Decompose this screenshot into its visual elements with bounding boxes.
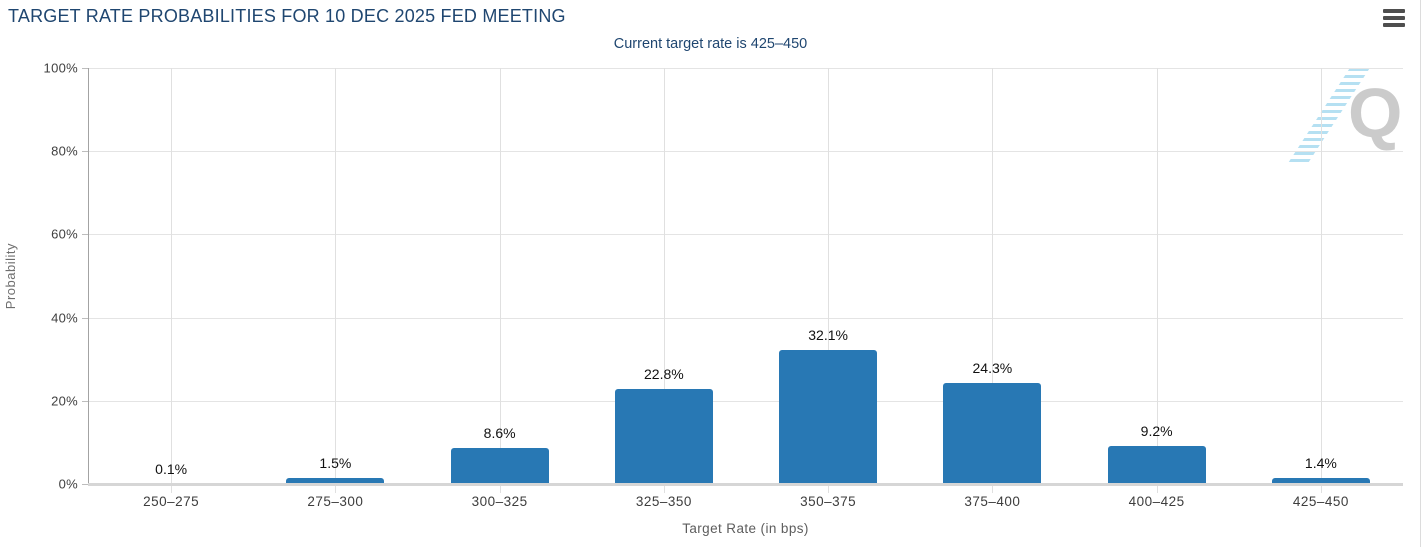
bar-value-label-250–275: 0.1% bbox=[155, 460, 188, 477]
gridline-60pct bbox=[89, 234, 1403, 236]
vertical-gridline bbox=[335, 68, 337, 493]
y-axis-title: Probability bbox=[2, 68, 18, 484]
quikstrike-watermark: Q bbox=[1280, 64, 1420, 174]
gridline-80pct bbox=[89, 151, 1403, 153]
bar-value-label-325–350: 22.8% bbox=[644, 366, 684, 383]
gridline-40pct bbox=[89, 317, 1403, 319]
vertical-gridline bbox=[1156, 68, 1158, 493]
x-tick-label-325–350: 325–350 bbox=[635, 494, 692, 509]
category-column-425–450: 1.4% 425–450 bbox=[1239, 68, 1403, 509]
x-axis-title: Target Rate (in bps) bbox=[682, 521, 809, 536]
category-columns: 0.1% 250–275 1.5% 275–300 8.6% 300–325 22.8% 32… bbox=[89, 68, 1403, 509]
x-tick-label-375–400: 375–400 bbox=[964, 494, 1021, 509]
gridline-100pct bbox=[89, 68, 1403, 69]
y-tick-label-40: 40% bbox=[51, 310, 78, 326]
page-title: TARGET RATE PROBABILITIES FOR 10 DEC 202… bbox=[8, 6, 566, 26]
y-tick-mark bbox=[82, 484, 88, 485]
vertical-gridline bbox=[663, 68, 665, 493]
probability-bar-375–400 bbox=[943, 382, 1042, 484]
bar-value-label-425–450: 1.4% bbox=[1304, 455, 1337, 472]
hamburger-bar bbox=[1383, 9, 1405, 13]
probability-bar-300–325 bbox=[450, 448, 549, 484]
probability-bar-425–450 bbox=[1271, 478, 1370, 484]
category-column-350–375: 32.1% 350–375 bbox=[746, 68, 910, 509]
bar-value-label-275–300: 1.5% bbox=[319, 454, 352, 471]
x-tick-label-400–425: 400–425 bbox=[1128, 494, 1185, 509]
y-tick-mark bbox=[82, 317, 88, 319]
y-tick-mark bbox=[82, 151, 88, 153]
category-column-250–275: 0.1% 250–275 bbox=[89, 68, 253, 509]
hamburger-bar bbox=[1383, 16, 1405, 20]
hamburger-menu-icon[interactable] bbox=[1383, 9, 1405, 27]
category-column-275–300: 1.5% 275–300 bbox=[253, 68, 417, 509]
y-tick-label-60: 60% bbox=[51, 226, 78, 242]
y-tick-label-0: 0% bbox=[58, 476, 78, 492]
bar-value-label-400–425: 9.2% bbox=[1140, 422, 1173, 439]
vertical-gridline bbox=[992, 68, 994, 493]
y-tick-mark bbox=[82, 68, 88, 69]
vertical-gridline bbox=[171, 68, 173, 493]
x-tick-label-425–450: 425–450 bbox=[1292, 494, 1349, 509]
vertical-gridline bbox=[828, 68, 830, 493]
hamburger-bar bbox=[1383, 23, 1405, 27]
x-tick-label-250–275: 250–275 bbox=[143, 494, 200, 509]
y-tick-label-100: 100% bbox=[43, 60, 78, 76]
vertical-gridline bbox=[499, 68, 501, 493]
y-tick-label-80: 80% bbox=[51, 143, 78, 159]
bar-value-label-350–375: 32.1% bbox=[808, 327, 848, 344]
y-axis: 0% 20% 40% 60% 80% 100% bbox=[0, 61, 88, 492]
y-tick-mark bbox=[82, 234, 88, 236]
probability-bar-350–375 bbox=[779, 350, 878, 484]
x-tick-label-350–375: 350–375 bbox=[800, 494, 857, 509]
x-axis-baseline bbox=[88, 483, 1403, 486]
vertical-gridline bbox=[1320, 68, 1322, 493]
probability-bar-275–300 bbox=[286, 477, 385, 484]
current-target-rate-subtitle: Current target rate is 425–450 bbox=[613, 36, 808, 52]
x-tick-label-300–325: 300–325 bbox=[471, 494, 528, 509]
y-axis-title-text: Probability bbox=[2, 242, 18, 310]
bar-chart-plot-area: 0.1% 250–275 1.5% 275–300 8.6% 300–325 22.8% 32… bbox=[88, 68, 1403, 509]
category-column-375–400: 24.3% 375–400 bbox=[910, 68, 1074, 509]
gridline-20pct bbox=[89, 400, 1403, 402]
probability-bar-325–350 bbox=[614, 389, 713, 484]
watermark-q-letter: Q bbox=[1348, 74, 1403, 152]
y-tick-label-20: 20% bbox=[51, 393, 78, 409]
y-tick-mark bbox=[82, 400, 88, 402]
bar-value-label-375–400: 24.3% bbox=[972, 359, 1013, 376]
bar-value-label-300–325: 8.6% bbox=[483, 425, 516, 442]
category-column-300–325: 8.6% 300–325 bbox=[418, 68, 582, 509]
category-column-400–425: 9.2% 400–425 bbox=[1075, 68, 1239, 509]
category-column-325–350: 22.8% 325–350 bbox=[582, 68, 746, 509]
x-tick-label-275–300: 275–300 bbox=[307, 494, 364, 509]
probability-bar-400–425 bbox=[1107, 445, 1206, 484]
